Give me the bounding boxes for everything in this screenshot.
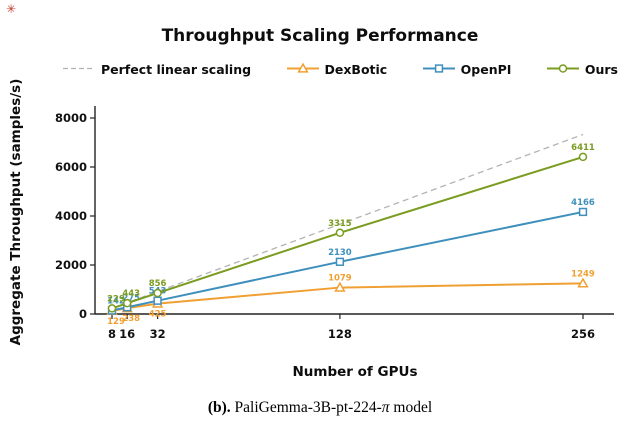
x-tick-label: 16	[119, 327, 135, 341]
legend-label: Ours	[584, 61, 618, 77]
data-point-marker	[434, 63, 443, 73]
legend-swatch	[63, 67, 95, 69]
legend-item-openpi: OpenPI	[422, 60, 512, 79]
y-tick-label: 0	[79, 307, 87, 321]
circle-marker-swatch-icon	[546, 60, 580, 79]
data-point-label: 4166	[571, 198, 595, 208]
data-point-marker	[296, 62, 309, 73]
x-axis-label: Number of GPUs	[292, 364, 418, 380]
data-point-marker	[578, 207, 588, 217]
legend-label: Perfect linear scaling	[101, 61, 252, 77]
data-point-marker	[335, 257, 345, 266]
data-point-marker	[577, 277, 589, 288]
data-point-label: 856	[149, 279, 167, 289]
legend-label: OpenPI	[460, 61, 512, 77]
x-tick-label: 8	[108, 327, 116, 341]
y-tick-label: 4000	[55, 209, 87, 223]
legend-item-dexbotic: DexBotic	[286, 60, 388, 79]
data-point-marker	[334, 281, 346, 292]
chart-title: Throughput Scaling Performance	[161, 26, 479, 46]
series-line-dexbotic	[111, 282, 584, 312]
caption-suffix: model	[389, 399, 433, 416]
data-point-label: 443	[122, 289, 140, 299]
x-tick-label: 256	[571, 327, 595, 341]
data-point-label: 142	[107, 297, 125, 307]
legend-swatch	[286, 62, 319, 73]
data-point-marker	[153, 288, 162, 298]
data-point-marker	[153, 296, 162, 305]
data-point-marker	[558, 63, 568, 73]
legend-label: DexBotic	[324, 61, 388, 77]
legend-swatch	[546, 63, 579, 73]
square-marker-swatch-icon	[422, 60, 456, 79]
y-tick-label: 8000	[55, 111, 87, 125]
y-tick-label: 2000	[55, 258, 87, 272]
corner-watermark-icon: ✳	[6, 2, 17, 16]
x-tick-label: 32	[150, 327, 166, 341]
dashed-line-swatch-icon	[62, 60, 96, 79]
legend-item-perfect-scaling: Perfect linear scaling	[62, 60, 251, 79]
legend-item-ours: Ours	[546, 60, 618, 79]
data-point-label: 2130	[328, 248, 352, 258]
data-point-marker	[335, 228, 345, 238]
data-point-label: 129	[107, 317, 125, 327]
data-point-label: 1079	[328, 274, 352, 284]
figure-caption: (b). PaliGemma-3B-pt-224-π model	[0, 399, 640, 417]
data-point-label: 275	[122, 293, 140, 303]
caption-label: (b).	[207, 399, 231, 416]
data-point-label: 3315	[328, 219, 352, 229]
legend: Perfect linear scaling DexBotic OpenPI O…	[62, 58, 618, 80]
data-point-marker	[107, 304, 117, 313]
data-point-marker	[578, 152, 588, 162]
caption-model-name: PaliGemma-3B-pt-224-	[230, 399, 382, 416]
caption-pi-symbol: π	[381, 399, 390, 416]
y-tick-label: 6000	[55, 160, 87, 174]
data-point-label: 425	[149, 310, 167, 320]
data-point-label: 238	[122, 314, 140, 324]
data-point-label: 229	[107, 294, 125, 304]
series-line-ours	[111, 155, 584, 310]
data-point-label: 6411	[571, 143, 595, 153]
x-tick-label: 128	[328, 327, 352, 341]
triangle-marker-swatch-icon	[286, 60, 320, 79]
legend-swatch	[422, 63, 455, 73]
data-point-marker	[122, 298, 132, 308]
data-point-label: 1249	[571, 269, 595, 279]
